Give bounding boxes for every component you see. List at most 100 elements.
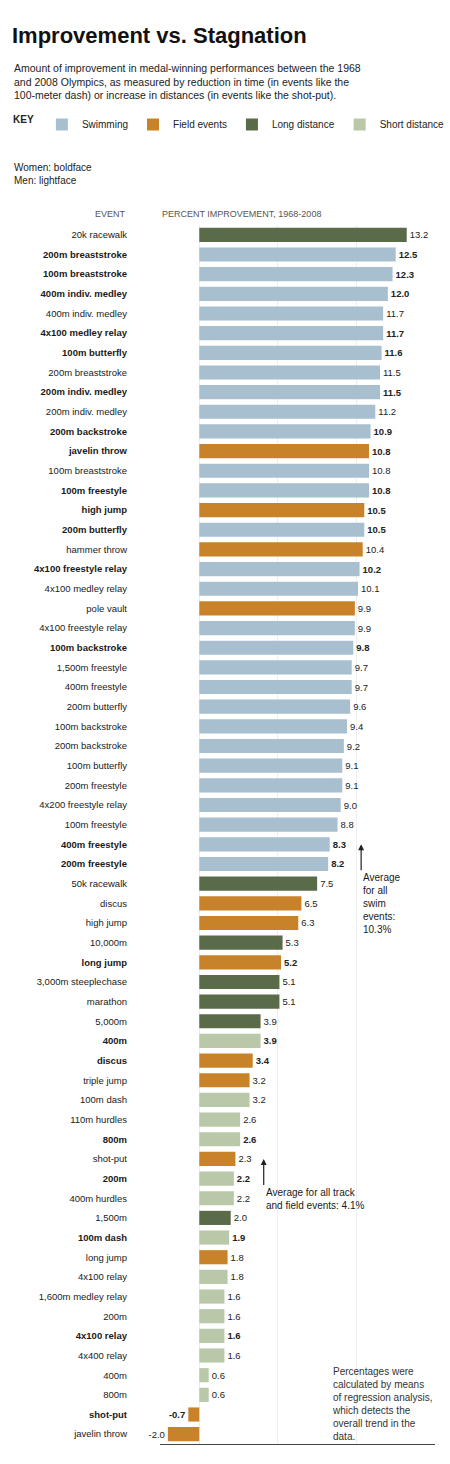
svg-text:Field events: Field events [173,119,227,130]
svg-text:long jump: long jump [82,957,128,968]
svg-text:1.6: 1.6 [227,1311,240,1322]
svg-text:1.9: 1.9 [232,1232,245,1243]
svg-text:discus: discus [97,1055,127,1066]
svg-text:4x100 freestyle relay: 4x100 freestyle relay [34,563,128,574]
svg-text:200m: 200m [103,1311,127,1322]
svg-text:100m backstroke: 100m backstroke [55,721,127,732]
svg-text:EVENT: EVENT [95,209,126,219]
svg-text:javelin throw: javelin throw [68,445,128,456]
svg-text:400m: 400m [103,1370,127,1381]
svg-text:discus: discus [100,898,127,909]
svg-text:9.7: 9.7 [355,682,368,693]
svg-text:100m butterfly: 100m butterfly [67,760,127,771]
svg-text:Amount of improvement in medal: Amount of improvement in medal-winning p… [14,62,361,101]
svg-text:shot-put: shot-put [89,1409,128,1420]
svg-text:9.9: 9.9 [358,603,371,614]
svg-text:10.2: 10.2 [363,564,382,575]
svg-text:9.6: 9.6 [353,701,366,712]
svg-text:100m breaststroke: 100m breaststroke [43,268,127,279]
svg-text:high jump: high jump [82,504,128,515]
svg-text:12.3: 12.3 [396,269,415,280]
svg-text:400m indiv. medley: 400m indiv. medley [41,288,128,299]
svg-text:6.5: 6.5 [304,898,317,909]
svg-text:Average for all trackand field: Average for all trackand field events: 4… [266,1187,365,1211]
svg-text:Short distance: Short distance [380,119,444,130]
svg-text:200m butterfly: 200m butterfly [62,524,128,535]
svg-text:3.9: 3.9 [264,1035,277,1046]
svg-text:4x200 freestyle relay: 4x200 freestyle relay [39,799,127,810]
svg-text:5.1: 5.1 [282,996,295,1007]
svg-text:10.8: 10.8 [372,485,391,496]
svg-text:100m butterfly: 100m butterfly [62,347,128,358]
svg-text:8.3: 8.3 [333,839,346,850]
svg-text:1,500m: 1,500m [95,1212,127,1223]
svg-text:4x100 freestyle relay: 4x100 freestyle relay [39,622,127,633]
svg-text:5,000m: 5,000m [95,1016,127,1027]
svg-text:5.2: 5.2 [284,957,297,968]
svg-text:Swimming: Swimming [82,119,128,130]
svg-text:PERCENT IMPROVEMENT, 1968-2008: PERCENT IMPROVEMENT, 1968-2008 [162,209,321,219]
svg-text:hammer throw: hammer throw [66,544,127,555]
svg-text:2.3: 2.3 [238,1153,251,1164]
svg-text:200m freestyle: 200m freestyle [65,780,127,791]
svg-text:12.5: 12.5 [399,249,418,260]
svg-text:5.3: 5.3 [286,937,299,948]
svg-text:1,500m freestyle: 1,500m freestyle [57,662,127,673]
svg-text:0.6: 0.6 [212,1370,225,1381]
svg-text:1.6: 1.6 [227,1350,240,1361]
svg-text:3.2: 3.2 [253,1094,266,1105]
svg-text:400m: 400m [103,1035,127,1046]
svg-text:0.6: 0.6 [212,1389,225,1400]
svg-text:800m: 800m [103,1389,127,1400]
svg-text:12.0: 12.0 [391,288,410,299]
svg-text:9.8: 9.8 [356,642,369,653]
svg-text:20k racewalk: 20k racewalk [72,229,128,240]
svg-text:2.0: 2.0 [234,1212,247,1223]
svg-text:6.3: 6.3 [301,917,314,928]
svg-text:200m freestyle: 200m freestyle [61,858,127,869]
svg-text:400m freestyle: 400m freestyle [61,839,127,850]
svg-text:10.8: 10.8 [372,446,391,457]
svg-text:7.5: 7.5 [320,878,333,889]
svg-text:KEY: KEY [13,114,34,125]
svg-text:1.6: 1.6 [227,1330,240,1341]
svg-text:3.4: 3.4 [256,1055,270,1066]
svg-text:11.7: 11.7 [386,308,404,319]
svg-text:11.5: 11.5 [383,387,402,398]
svg-text:3,000m steeplechase: 3,000m steeplechase [37,976,127,987]
svg-text:400m hurdles: 400m hurdles [69,1193,127,1204]
svg-text:3.9: 3.9 [264,1016,277,1027]
svg-text:11.6: 11.6 [385,347,403,358]
svg-text:100m freestyle: 100m freestyle [61,485,127,496]
svg-text:10.1: 10.1 [361,583,380,594]
svg-text:100m backstroke: 100m backstroke [50,642,127,653]
svg-text:100m breaststroke: 100m breaststroke [48,465,127,476]
svg-text:2.6: 2.6 [243,1114,256,1125]
svg-text:pole vault: pole vault [86,603,127,614]
svg-text:200m: 200m [103,1173,127,1184]
svg-text:marathon: marathon [87,996,127,1007]
svg-text:9.1: 9.1 [345,780,358,791]
svg-text:200m butterfly: 200m butterfly [67,701,127,712]
svg-text:Long distance: Long distance [272,119,335,130]
svg-text:-2.0: -2.0 [148,1429,164,1440]
svg-text:4x100 relay: 4x100 relay [76,1330,128,1341]
svg-text:Improvement vs. Stagnation: Improvement vs. Stagnation [12,23,307,48]
svg-text:4x400 relay: 4x400 relay [78,1350,127,1361]
svg-text:800m: 800m [103,1134,127,1145]
svg-text:100m freestyle: 100m freestyle [65,819,127,830]
svg-text:javelin throw: javelin throw [73,1428,127,1439]
svg-text:200m backstroke: 200m backstroke [55,740,127,751]
svg-text:100m dash: 100m dash [78,1232,127,1243]
svg-text:1,600m medley relay: 1,600m medley relay [39,1291,127,1302]
svg-text:2.2: 2.2 [237,1173,250,1184]
svg-text:shot-put: shot-put [93,1153,128,1164]
svg-text:4x100 medley relay: 4x100 medley relay [45,583,128,594]
svg-text:50k racewalk: 50k racewalk [72,878,128,889]
svg-text:long jump: long jump [86,1252,127,1263]
svg-text:3.2: 3.2 [253,1075,266,1086]
svg-text:high jump: high jump [86,917,127,928]
svg-text:11.5: 11.5 [383,367,401,378]
svg-text:400m freestyle: 400m freestyle [65,681,127,692]
svg-text:100m dash: 100m dash [80,1094,127,1105]
